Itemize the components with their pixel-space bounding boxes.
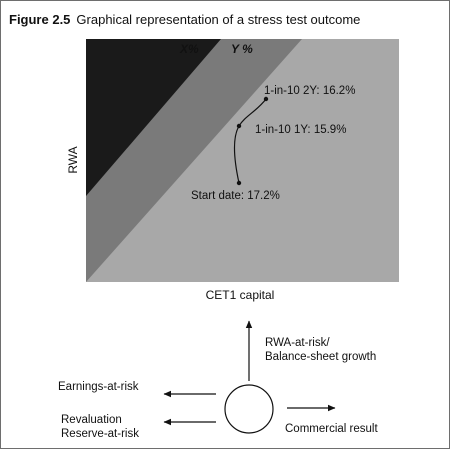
right-label: Commercial result [285,423,378,435]
point-1y-label: 1-in-10 1Y: 15.9% [255,124,346,136]
point-2y-marker [263,96,269,102]
up-label-line1: RWA-at-risk/ [265,337,330,349]
point-1y-marker [236,123,242,129]
plot-area [86,39,399,282]
zone-x-label: X% [179,42,199,56]
zone-y-label: Y % [231,42,253,56]
center-circle [224,384,274,434]
left-top-label: Earnings-at-risk [58,381,139,393]
figure-number: Figure 2.5 [9,12,71,27]
point-start-label: Start date: 17.2% [191,190,280,202]
left-bottom-label-line2: Reserve-at-risk [61,428,139,440]
figure-caption: Figure 2.5 Graphical representation of a … [9,12,360,27]
figure-title: Graphical representation of a stress tes… [76,12,361,27]
x-axis-label: CET1 capital [206,288,275,302]
y-axis-label: RWA [66,146,80,173]
zone-x [86,39,221,196]
up-label-line2: Balance-sheet growth [265,351,376,363]
point-2y-label: 1-in-10 2Y: 16.2% [264,85,355,97]
left-bottom-label-line1: Revaluation [61,414,122,426]
point-start-marker [236,180,242,186]
